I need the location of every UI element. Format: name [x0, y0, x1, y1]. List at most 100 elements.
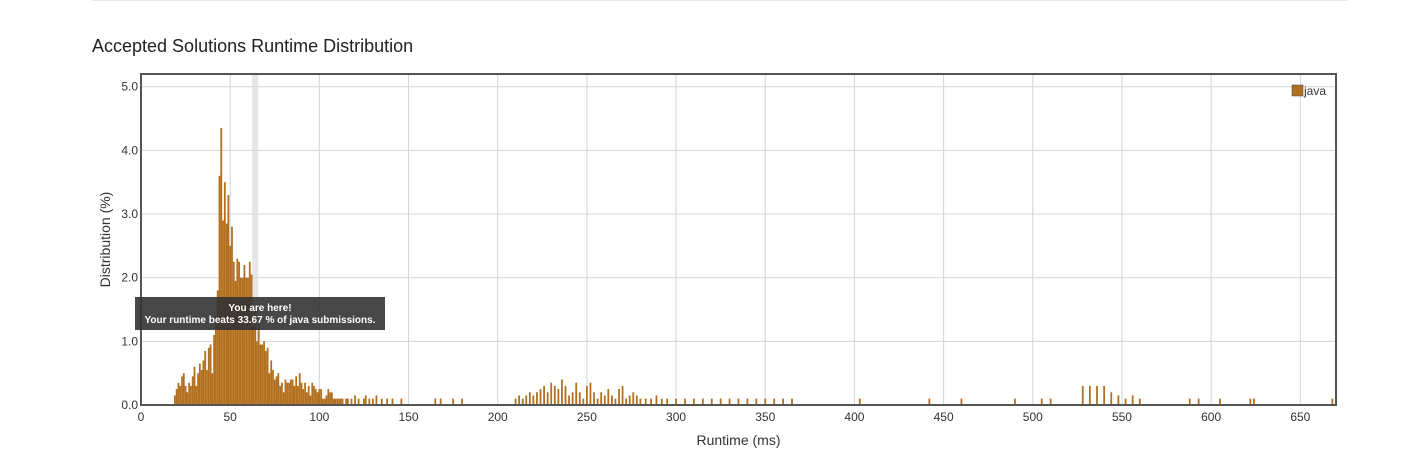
- bar-java: [195, 385, 198, 405]
- bar-java: [211, 373, 214, 405]
- bar-java: [184, 385, 187, 405]
- bar-java: [327, 389, 330, 405]
- bar-java: [1049, 398, 1052, 405]
- bar-java: [1103, 385, 1106, 405]
- bar-java: [596, 398, 599, 405]
- bar-java: [363, 398, 365, 405]
- bar-java: [1249, 398, 1252, 405]
- bar-java: [245, 277, 248, 405]
- legend-swatch-java: [1291, 84, 1304, 97]
- legend[interactable]: java: [1291, 84, 1326, 98]
- bar-java: [295, 376, 298, 405]
- bar-java: [266, 347, 269, 405]
- bar-java: [391, 398, 394, 405]
- bar-java: [539, 389, 542, 405]
- bar-java: [304, 382, 306, 405]
- bar-java: [216, 290, 219, 405]
- bar-java: [200, 369, 203, 405]
- bar-java: [247, 277, 249, 405]
- bar-java: [593, 392, 595, 405]
- bar-java: [282, 392, 285, 405]
- bar-java: [288, 382, 290, 405]
- bar-java: [625, 398, 628, 405]
- bar-java: [375, 395, 378, 405]
- bar-java: [546, 392, 549, 405]
- bar-java: [1110, 392, 1113, 405]
- bar-java: [347, 398, 349, 405]
- bar-java: [320, 389, 323, 405]
- bar-java: [300, 382, 303, 405]
- bar-java: [279, 385, 282, 405]
- plot-frame: [140, 73, 1337, 406]
- bar-java: [322, 398, 324, 405]
- x-tick-label: 0: [138, 410, 145, 424]
- y-axis-title: Distribution (%): [97, 192, 113, 288]
- bar-java: [773, 398, 776, 405]
- tooltip-line-2: Your runtime beats 33.67 % of java submi…: [144, 315, 375, 326]
- bar-java: [330, 392, 333, 405]
- bar-java: [550, 382, 553, 405]
- bar-java: [660, 398, 663, 405]
- bar-java: [264, 350, 267, 405]
- bar-java: [710, 398, 713, 405]
- bar-java: [586, 385, 588, 405]
- grid-lines: [140, 74, 1336, 406]
- bar-java: [182, 373, 185, 405]
- bar-java: [1014, 398, 1016, 405]
- y-tick-label: 5.0: [121, 80, 138, 94]
- y-tick-label: 0.0: [121, 398, 138, 412]
- bar-java: [190, 385, 192, 405]
- bar-java: [858, 398, 861, 405]
- bar-java: [323, 398, 326, 405]
- bar-java: [561, 379, 563, 405]
- bar-java: [518, 395, 521, 405]
- bar-java: [313, 385, 315, 405]
- bar-java: [364, 395, 367, 405]
- y-tick-label: 1.0: [121, 334, 138, 348]
- bar-java: [209, 344, 212, 405]
- bar-java: [238, 261, 240, 405]
- bar-java: [639, 398, 642, 405]
- bar-java: [270, 360, 273, 405]
- bar-java: [675, 398, 677, 405]
- legend-label-java: java: [1303, 84, 1326, 98]
- bar-java: [1219, 398, 1221, 405]
- bar-java: [309, 395, 312, 405]
- bar-java: [332, 398, 335, 405]
- x-tick-label: 400: [844, 410, 864, 424]
- bar-java: [329, 392, 331, 405]
- bar-java: [571, 392, 574, 405]
- bar-java: [755, 398, 758, 405]
- bar-java: [553, 385, 556, 405]
- bar-java: [339, 398, 342, 405]
- bar-java: [207, 347, 210, 405]
- bar-java: [232, 261, 235, 405]
- bar-java: [607, 389, 610, 405]
- bar-java: [600, 392, 603, 405]
- bar-java: [316, 392, 319, 405]
- bar-java: [452, 398, 455, 405]
- bar-java: [434, 398, 437, 405]
- bar-java: [218, 175, 221, 405]
- bar-java: [1096, 385, 1098, 405]
- x-tick-label: 100: [309, 410, 329, 424]
- bars-series-java[interactable]: [173, 128, 1334, 405]
- x-axis-ticks: 0 50 100 150 200 250 300 350 400 450 500 550 600 650: [138, 410, 1311, 424]
- bar-java: [521, 398, 524, 405]
- bar-java: [536, 392, 538, 405]
- bar-java: [318, 389, 321, 405]
- bar-java: [202, 360, 205, 405]
- x-tick-label: 500: [1023, 410, 1043, 424]
- bar-java: [338, 398, 340, 405]
- bar-java: [439, 398, 442, 405]
- runtime-tooltip: You are here! Your runtime beats 33.67 %…: [135, 297, 385, 330]
- bar-java: [188, 382, 191, 405]
- bar-java: [325, 395, 328, 405]
- bar-java: [281, 382, 283, 405]
- bar-java: [701, 398, 704, 405]
- bar-java: [345, 398, 348, 405]
- bar-java: [644, 398, 647, 405]
- bar-java: [254, 306, 257, 405]
- bar-java: [286, 382, 289, 405]
